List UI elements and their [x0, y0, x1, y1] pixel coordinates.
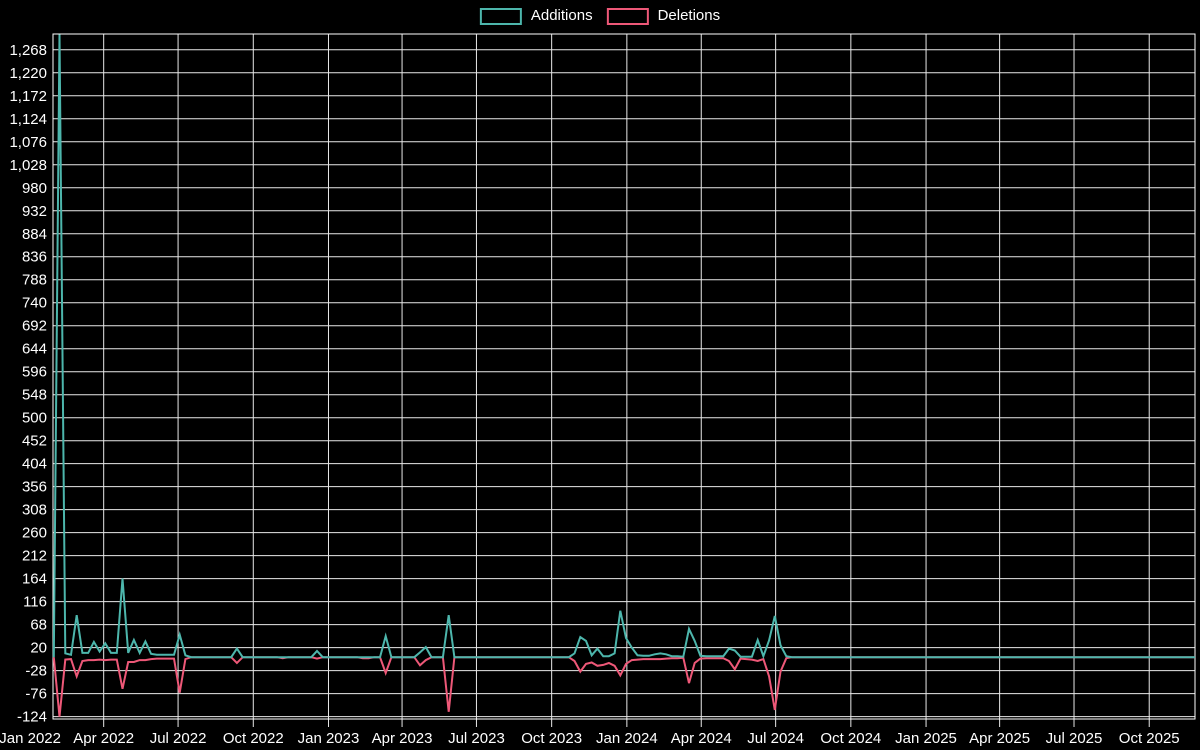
y-tick-label: 548 — [22, 387, 47, 404]
y-tick-label: 212 — [22, 548, 47, 565]
y-tick-label: 1,028 — [9, 157, 47, 174]
x-tick-label: Oct 2024 — [820, 730, 881, 747]
y-tick-label: 980 — [22, 180, 47, 197]
x-gridlines: Jan 2022 Apr 2022 Jul 2022 Oct 2022 Jan 2023… — [0, 34, 1180, 747]
x-tick-label: Apr 2022 — [73, 730, 134, 747]
x-tick-label: Jul 2023 — [448, 730, 505, 747]
legend-item-additions: Additions — [479, 7, 593, 25]
x-tick-label: Jan 2022 — [0, 730, 61, 747]
x-tick-label: Oct 2025 — [1119, 730, 1180, 747]
chart-legend: Additions Deletions — [479, 7, 721, 25]
x-tick-label: Oct 2022 — [223, 730, 284, 747]
legend-label-additions: Additions — [530, 7, 593, 24]
y-tick-label: 260 — [22, 525, 47, 542]
y-tick-label: 164 — [22, 571, 47, 588]
x-tick-label: Jan 2025 — [895, 730, 957, 747]
x-tick-label: Jan 2024 — [596, 730, 658, 747]
y-tick-label: 884 — [22, 226, 47, 243]
y-tick-label: 1,124 — [9, 111, 47, 128]
x-tick-label: Apr 2025 — [969, 730, 1030, 747]
additions-swatch-icon — [479, 7, 522, 25]
y-tick-label: 452 — [22, 433, 47, 450]
y-tick-label: 596 — [22, 364, 47, 381]
legend-label-deletions: Deletions — [657, 7, 721, 24]
y-tick-label: 740 — [22, 295, 47, 312]
y-tick-label: 500 — [22, 410, 47, 427]
y-tick-label: 644 — [22, 341, 47, 358]
y-tick-label: 1,268 — [9, 42, 47, 59]
plot-frame — [52, 33, 1196, 720]
x-tick-label: Jan 2023 — [298, 730, 360, 747]
y-tick-label: 308 — [22, 502, 47, 519]
x-tick-label: Apr 2023 — [372, 730, 433, 747]
y-tick-label: 20 — [30, 640, 47, 657]
y-tick-label: 788 — [22, 272, 47, 289]
y-tick-label: 692 — [22, 318, 47, 335]
y-gridlines: -124 -76 -28 20 68 116 164 212 260 308 356 404 452 50… — [9, 42, 1195, 726]
x-tick-label: Jul 2025 — [1046, 730, 1103, 747]
x-tick-label: Jul 2022 — [150, 730, 207, 747]
y-tick-label: 1,172 — [9, 88, 47, 105]
y-tick-label: 836 — [22, 249, 47, 266]
y-tick-label: -124 — [17, 709, 47, 726]
y-tick-label: 404 — [22, 456, 47, 473]
y-tick-label: 116 — [23, 594, 47, 611]
x-tick-label: Apr 2024 — [671, 730, 732, 747]
y-tick-label: 932 — [22, 203, 47, 220]
deletions-swatch-icon — [606, 7, 649, 25]
additions-line — [52, 34, 1195, 660]
y-tick-label: -76 — [25, 686, 47, 703]
x-tick-label: Oct 2023 — [521, 730, 582, 747]
x-tick-label: Jul 2024 — [747, 730, 804, 747]
legend-item-deletions: Deletions — [606, 7, 721, 25]
y-tick-label: 68 — [30, 617, 47, 634]
y-tick-label: 1,220 — [9, 65, 47, 82]
y-tick-label: 1,076 — [9, 134, 47, 151]
y-tick-label: 356 — [22, 479, 47, 496]
y-tick-label: -28 — [25, 663, 47, 680]
